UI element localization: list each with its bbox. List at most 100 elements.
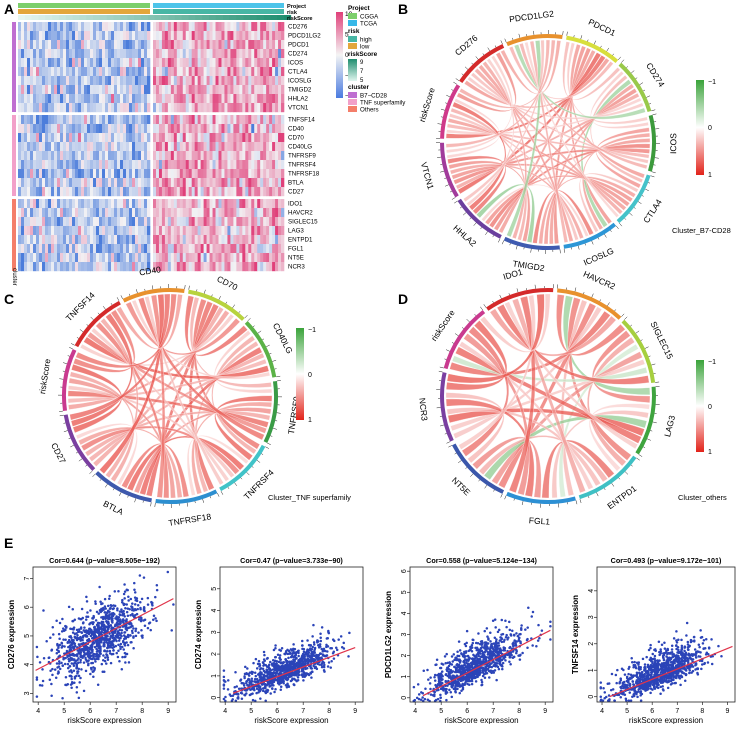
- heatmap-cell: [239, 235, 242, 244]
- heatmap-cell: [24, 67, 27, 76]
- heatmap-cell: [159, 76, 162, 85]
- heatmap-cell: [141, 103, 144, 112]
- heatmap-cell: [135, 226, 138, 235]
- y-axis-label: CD276 expression: [7, 600, 16, 669]
- heatmap-cell: [63, 151, 66, 160]
- heatmap-cell: [201, 124, 204, 133]
- heatmap-cell: [281, 115, 284, 124]
- heatmap-cell: [257, 103, 260, 112]
- heatmap-cell: [141, 169, 144, 178]
- heatmap-cell: [93, 226, 96, 235]
- heatmap-cell: [156, 67, 159, 76]
- heatmap-cell: [24, 115, 27, 124]
- chord-tick: [505, 496, 507, 500]
- heatmap-cell: [230, 262, 233, 271]
- heatmap-cell: [221, 67, 224, 76]
- heatmap-cell: [281, 133, 284, 142]
- heatmap-cell: [129, 178, 132, 187]
- scatter-point: [108, 610, 111, 613]
- heatmap-cell: [165, 94, 168, 103]
- heatmap-cell: [242, 151, 245, 160]
- heatmap-cell: [177, 142, 180, 151]
- heatmap-cell: [195, 217, 198, 226]
- heatmap-cell: [135, 199, 138, 208]
- chord-tick: [273, 428, 277, 429]
- heatmap-cell: [162, 217, 165, 226]
- heatmap-cell: [213, 40, 216, 49]
- scatter-point: [266, 657, 269, 660]
- heatmap-cell: [36, 253, 39, 262]
- scatter-point: [70, 669, 73, 672]
- chord-sector-label: VTCN1: [419, 161, 436, 191]
- scatter-point: [143, 576, 146, 579]
- heatmap-cell: [144, 58, 147, 67]
- scatter-point: [110, 662, 113, 665]
- heatmap-cell: [36, 169, 39, 178]
- heatmap-cell: [177, 94, 180, 103]
- heatmap-cell: [260, 217, 263, 226]
- legend-title: cluster: [348, 84, 369, 91]
- heatmap-cell: [27, 178, 30, 187]
- heatmap-cell: [248, 124, 251, 133]
- heatmap-cell: [216, 124, 219, 133]
- scatter-point: [79, 677, 82, 680]
- heatmap-cell: [189, 133, 192, 142]
- scatter-point: [147, 597, 150, 600]
- heatmap-cell: [75, 31, 78, 40]
- heatmap-cell: [278, 76, 281, 85]
- heatmap-cell: [111, 235, 114, 244]
- chord-tick: [277, 413, 281, 414]
- scatter-point: [255, 658, 258, 661]
- heatmap-cell: [153, 49, 156, 58]
- heatmap-cell: [108, 94, 111, 103]
- heatmap-cell: [186, 124, 189, 133]
- heatmap-cell: [266, 85, 269, 94]
- heatmap-cell: [278, 58, 281, 67]
- heatmap-cell: [51, 253, 54, 262]
- heatmap-cell: [63, 262, 66, 271]
- heatmap-cell: [219, 226, 222, 235]
- chord-tick: [248, 318, 251, 321]
- heatmap-cell: [33, 58, 36, 67]
- heatmap-cell: [135, 94, 138, 103]
- scatter-point: [121, 668, 124, 671]
- heatmap-cell: [207, 58, 210, 67]
- heatmap-cell: [213, 262, 216, 271]
- heatmap-cell: [171, 178, 174, 187]
- scatter-point: [78, 630, 81, 633]
- heatmap-cell: [36, 22, 39, 31]
- heatmap-cell: [111, 31, 114, 40]
- scatter-point: [81, 656, 84, 659]
- heatmap-cell: [230, 244, 233, 253]
- heatmap-cell: [248, 253, 251, 262]
- chord-tick: [187, 503, 188, 507]
- scatter-point: [121, 656, 124, 659]
- heatmap-cell: [260, 187, 263, 196]
- scatter-point: [154, 596, 157, 599]
- heatmap-cell: [39, 31, 42, 40]
- heatmap-cell: [153, 178, 156, 187]
- scatter-point: [130, 598, 133, 601]
- heatmap-cell: [242, 187, 245, 196]
- heatmap-cell: [156, 103, 159, 112]
- chord-tick: [437, 157, 441, 158]
- heatmap-cell: [281, 169, 284, 178]
- heatmap-cell: [189, 49, 192, 58]
- scatter-point: [114, 631, 117, 634]
- heatmap-cell: [248, 94, 251, 103]
- heatmap-cell: [117, 142, 120, 151]
- heatmap-cell: [24, 22, 27, 31]
- heatmap-cell: [213, 226, 216, 235]
- gene-label: CD276: [288, 24, 308, 31]
- chord-tick: [64, 431, 68, 432]
- heatmap-cell: [111, 40, 114, 49]
- heatmap-cell: [63, 235, 66, 244]
- heatmap-cell: [144, 160, 147, 169]
- heatmap-cell: [186, 22, 189, 31]
- heatmap-cell: [245, 124, 248, 133]
- heatmap-cell: [45, 124, 48, 133]
- heatmap-cell: [159, 94, 162, 103]
- heatmap-cell: [186, 85, 189, 94]
